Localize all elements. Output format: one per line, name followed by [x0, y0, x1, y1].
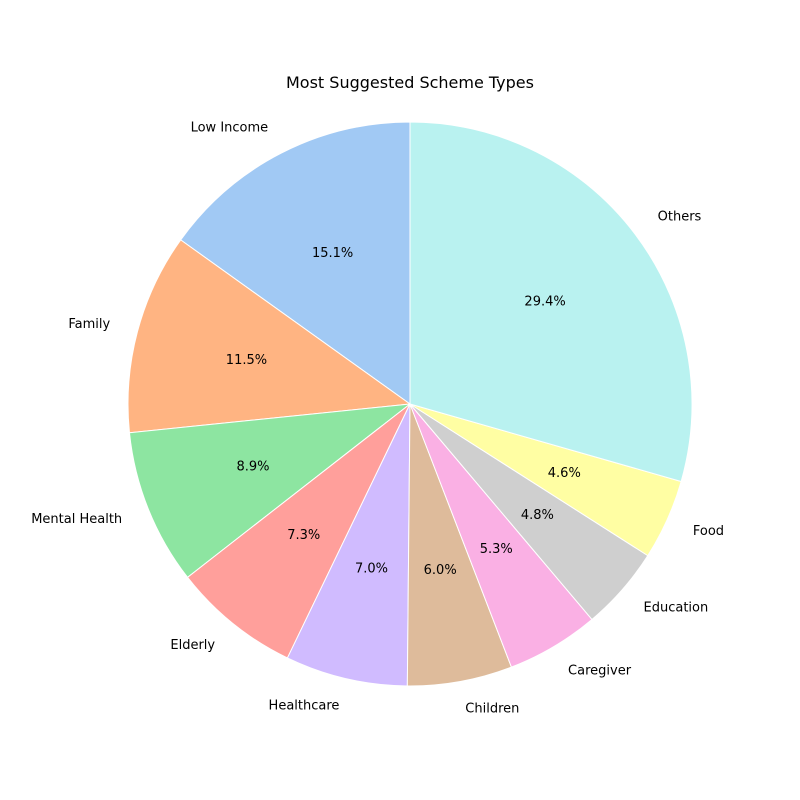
pie-slice-mental-health: [128, 403, 412, 579]
pie-slices: [127, 121, 693, 687]
pie-slice-family: [127, 239, 412, 434]
pie-labels: 15.1% Low Income 11.5% Family 8.9% Mental Hea…: [31, 121, 724, 717]
pct-label-caregiver: 5.3%: [480, 542, 513, 557]
pie-slice-low-income: [179, 121, 411, 405]
pct-label-low-income: 15.1%: [312, 246, 353, 261]
pie-slice-healthcare: [286, 403, 411, 687]
slice-label-healthcare: Healthcare: [269, 699, 340, 714]
slice-label-low-income: Low Income: [191, 121, 269, 136]
pct-label-others: 29.4%: [524, 295, 565, 310]
pct-label-children: 6.0%: [424, 563, 457, 578]
pct-label-education: 4.8%: [521, 508, 554, 523]
slice-label-caregiver: Caregiver: [568, 663, 632, 678]
slice-label-family: Family: [68, 317, 110, 332]
pct-label-family: 11.5%: [226, 353, 267, 368]
slice-label-elderly: Elderly: [170, 638, 215, 653]
slice-label-children: Children: [465, 702, 519, 717]
slice-label-food: Food: [693, 524, 724, 539]
slice-label-mental-health: Mental Health: [31, 512, 122, 527]
pie-slice-elderly: [186, 403, 411, 659]
pct-label-elderly: 7.3%: [287, 528, 320, 543]
pie-slice-others: [409, 121, 693, 483]
pct-label-food: 4.6%: [548, 466, 581, 481]
chart-title: Most Suggested Scheme Types: [286, 73, 534, 92]
slice-label-others: Others: [658, 210, 702, 225]
slice-label-education: Education: [644, 601, 709, 616]
pct-label-healthcare: 7.0%: [355, 561, 388, 576]
pct-label-mental-health: 8.9%: [236, 460, 269, 475]
